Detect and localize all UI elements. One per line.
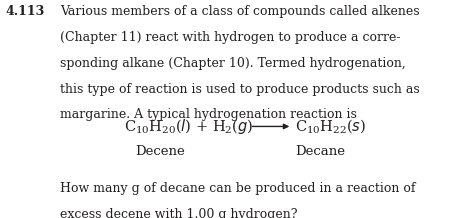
Text: $\mathregular{C_{10}H_{20}}$($\it{l}$) + $\mathregular{H_2}$($\it{g}$): $\mathregular{C_{10}H_{20}}$($\it{l}$) +… <box>124 117 253 136</box>
Text: Decane: Decane <box>295 145 345 158</box>
Text: (Chapter 11) react with hydrogen to produce a corre-: (Chapter 11) react with hydrogen to prod… <box>60 31 401 44</box>
Text: this type of reaction is used to produce products such as: this type of reaction is used to produce… <box>60 83 420 96</box>
Text: Decene: Decene <box>135 145 185 158</box>
Text: Various members of a class of compounds called alkenes: Various members of a class of compounds … <box>60 5 420 19</box>
Text: margarine. A typical hydrogenation reaction is: margarine. A typical hydrogenation react… <box>60 108 357 121</box>
Text: excess decene with 1.00 g hydrogen?: excess decene with 1.00 g hydrogen? <box>60 208 298 218</box>
Text: 4.113: 4.113 <box>5 5 45 19</box>
Text: How many g of decane can be produced in a reaction of: How many g of decane can be produced in … <box>60 182 416 195</box>
Text: $\mathregular{C_{10}H_{22}}$($\it{s}$): $\mathregular{C_{10}H_{22}}$($\it{s}$) <box>295 118 366 135</box>
Text: sponding alkane (Chapter 10). Termed hydrogenation,: sponding alkane (Chapter 10). Termed hyd… <box>60 57 406 70</box>
